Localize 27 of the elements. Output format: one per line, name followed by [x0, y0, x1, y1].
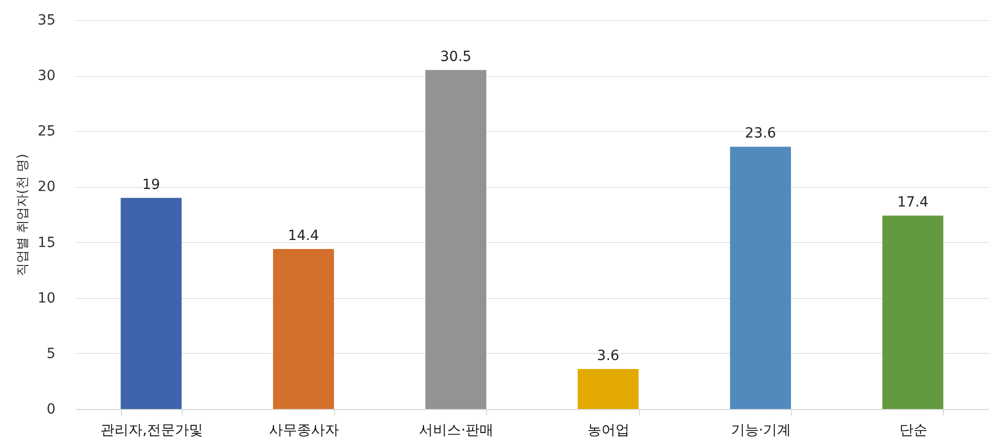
bar — [120, 198, 182, 409]
x-tick-label: 농어업 — [588, 422, 630, 438]
y-tick-label: 25 — [38, 124, 56, 140]
y-tick-label: 5 — [46, 346, 56, 362]
x-tick-label: 사무종사자 — [269, 422, 339, 438]
data-label: 30.5 — [440, 49, 472, 66]
bar — [425, 70, 486, 409]
y-tick-label: 10 — [38, 290, 56, 306]
y-tick-label: 30 — [38, 68, 56, 84]
y-tick-label: 20 — [38, 179, 56, 196]
data-label: 17.4 — [897, 194, 929, 211]
x-tick-label: 서비스·판매 — [419, 422, 494, 438]
y-tick-label: 0 — [46, 402, 56, 418]
y-tick-label: 15 — [38, 234, 56, 251]
bar — [730, 146, 791, 409]
y-tick-label: 35 — [38, 12, 56, 28]
bar — [578, 368, 639, 409]
data-label: 3.6 — [597, 348, 620, 364]
bar — [882, 216, 944, 409]
data-label: 19 — [142, 176, 160, 193]
x-tick-label: 단순 — [899, 422, 928, 438]
data-label: 14.4 — [288, 228, 320, 244]
data-label: 23.6 — [744, 126, 776, 142]
x-tick-label: 기능·기계 — [730, 422, 792, 438]
x-tick-label: 관리자,전문가및 — [100, 422, 203, 438]
y-axis-title: 직업별 취업자(천 명) — [16, 154, 31, 276]
bar — [273, 248, 334, 409]
